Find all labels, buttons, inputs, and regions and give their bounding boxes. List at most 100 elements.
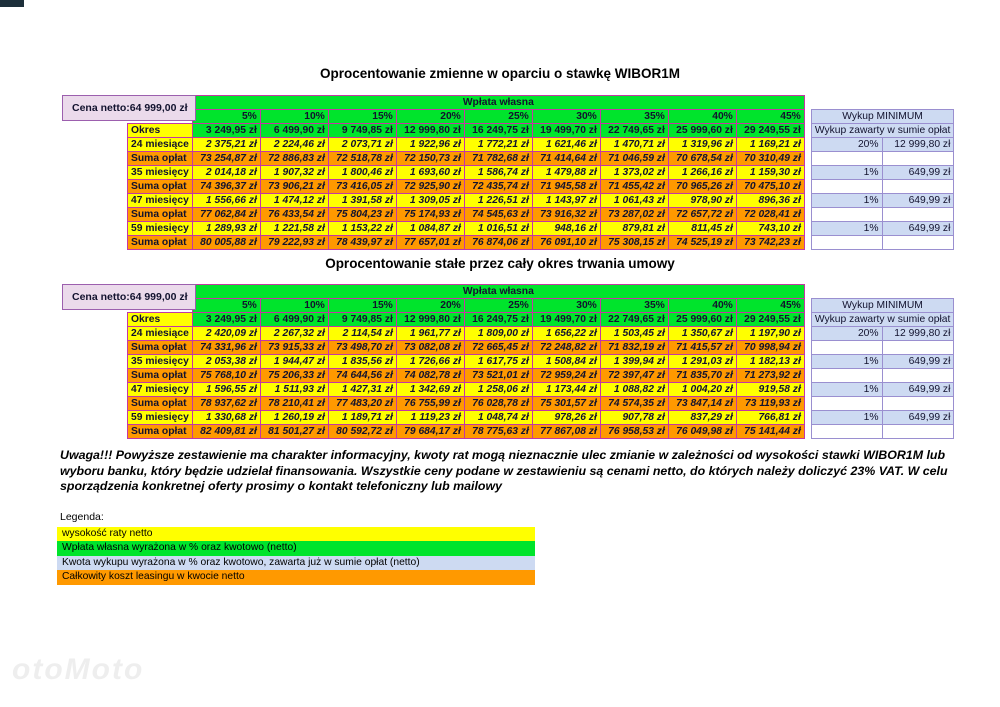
wykup-empty-cell: [881, 235, 955, 250]
total-cost-cell: 71 046,59 zł: [599, 151, 669, 166]
percent-header-cell: 40%: [667, 109, 737, 124]
cena-netto-value: 64 999,00 zł: [129, 102, 188, 114]
wplata-wlasna-header: Wpłata własna: [191, 95, 805, 110]
installment-cell: 1 143,97 zł: [531, 193, 601, 208]
downpayment-amount-cell: 16 249,75 zł: [463, 312, 533, 327]
percent-header-cell: 35%: [599, 109, 669, 124]
total-cost-cell: 74 082,78 zł: [395, 368, 465, 383]
total-cost-cell: 75 308,15 zł: [599, 235, 669, 250]
total-cost-cell: 78 210,41 zł: [259, 396, 329, 411]
percent-header-cell: 45%: [735, 109, 805, 124]
percent-header-cell: 20%: [395, 298, 465, 313]
total-cost-cell: 71 415,57 zł: [667, 340, 737, 355]
wykup-percent-cell: 1%: [810, 165, 883, 180]
installment-cell: 1 617,75 zł: [463, 354, 533, 369]
wykup-empty-cell: [881, 340, 955, 355]
installment-cell: 1 961,77 zł: [395, 326, 465, 341]
total-cost-cell: 78 775,63 zł: [463, 424, 533, 439]
wykup-empty-cell: [881, 151, 955, 166]
rate-table-fixed: Wpłata własna 5% 10% 15% 20% 25% 30% 35% 40% 45% W…: [127, 284, 955, 439]
installment-cell: 1 004,20 zł: [667, 382, 737, 397]
installment-cell: 1 907,32 zł: [259, 165, 329, 180]
installment-cell: 1 726,66 zł: [395, 354, 465, 369]
suma-row-label: Suma opłat: [127, 151, 193, 166]
total-cost-cell: 71 782,68 zł: [463, 151, 533, 166]
installment-cell: 2 375,21 zł: [191, 137, 261, 152]
empty-cell: [811, 284, 954, 299]
total-cost-cell: 71 273,92 zł: [735, 368, 805, 383]
installment-cell: 1 159,30 zł: [735, 165, 805, 180]
wykup-empty-cell: [810, 207, 883, 222]
total-cost-cell: 72 150,73 zł: [395, 151, 465, 166]
table-title-fixed-rate: Oprocentowanie stałe przez cały okres tr…: [325, 256, 675, 271]
total-cost-cell: 73 742,23 zł: [735, 235, 805, 250]
percent-header-cell: 35%: [599, 298, 669, 313]
installment-cell: 1 427,31 zł: [327, 382, 397, 397]
installment-cell: 766,81 zł: [735, 410, 805, 425]
wykup-amount-cell: 649,99 zł: [881, 410, 955, 425]
percent-header-cell: 25%: [463, 298, 533, 313]
total-cost-cell: 75 804,23 zł: [327, 207, 397, 222]
disclaimer-note: Uwaga!!! Powyższe zestawienie ma charakt…: [60, 448, 948, 494]
downpayment-amount-cell: 6 499,90 zł: [259, 123, 329, 138]
wykup-note-cell: Wykup zawarty w sumie opłat: [810, 123, 955, 138]
downpayment-amount-cell: 25 999,60 zł: [667, 312, 737, 327]
installment-cell: 1 800,46 zł: [327, 165, 397, 180]
total-cost-cell: 72 028,41 zł: [735, 207, 805, 222]
total-cost-cell: 77 483,20 zł: [327, 396, 397, 411]
total-cost-cell: 73 498,70 zł: [327, 340, 397, 355]
wykup-percent-cell: 1%: [810, 410, 883, 425]
wykup-amount-cell: 12 999,80 zł: [881, 137, 955, 152]
percent-header-cell: 20%: [395, 109, 465, 124]
total-cost-cell: 77 657,01 zł: [395, 235, 465, 250]
spacer: [804, 354, 812, 369]
downpayment-amount-cell: 22 749,65 zł: [599, 312, 669, 327]
wykup-amount-cell: 649,99 zł: [881, 193, 955, 208]
downpayment-amount-cell: 6 499,90 zł: [259, 312, 329, 327]
total-cost-cell: 72 665,45 zł: [463, 340, 533, 355]
total-cost-cell: 76 091,10 zł: [531, 235, 601, 250]
downpayment-amount-cell: 29 249,55 zł: [735, 123, 805, 138]
total-cost-cell: 70 998,94 zł: [735, 340, 805, 355]
total-cost-cell: 79 684,17 zł: [395, 424, 465, 439]
installment-cell: 1 266,16 zł: [667, 165, 737, 180]
spacer: [804, 123, 812, 138]
suma-row-label: Suma opłat: [127, 340, 193, 355]
downpayment-amount-cell: 22 749,65 zł: [599, 123, 669, 138]
installment-cell: 1 088,82 zł: [599, 382, 669, 397]
installment-cell: 1 474,12 zł: [259, 193, 329, 208]
installment-cell: 1 291,03 zł: [667, 354, 737, 369]
scan-artifact: [0, 0, 24, 7]
installment-cell: 1 693,60 zł: [395, 165, 465, 180]
wykup-empty-cell: [810, 340, 883, 355]
installment-cell: 1 169,21 zł: [735, 137, 805, 152]
installment-cell: 1 289,93 zł: [191, 221, 261, 236]
percent-header-cell: 40%: [667, 298, 737, 313]
wykup-amount-cell: 649,99 zł: [881, 382, 955, 397]
installment-cell: 1 391,58 zł: [327, 193, 397, 208]
installment-cell: 1 342,69 zł: [395, 382, 465, 397]
period-row-label: 47 miesięcy: [127, 193, 193, 208]
installment-cell: 1 470,71 zł: [599, 137, 669, 152]
total-cost-cell: 80 592,72 zł: [327, 424, 397, 439]
installment-cell: 1 479,88 zł: [531, 165, 601, 180]
percent-header-cell: 5%: [191, 109, 261, 124]
spacer: [804, 340, 812, 355]
wplata-wlasna-header: Wpłata własna: [191, 284, 805, 299]
total-cost-cell: 75 206,33 zł: [259, 368, 329, 383]
wykup-amount-cell: 649,99 zł: [881, 221, 955, 236]
total-cost-cell: 73 082,08 zł: [395, 340, 465, 355]
okres-row-label: Okres: [127, 312, 193, 327]
total-cost-cell: 81 501,27 zł: [259, 424, 329, 439]
wykup-empty-cell: [810, 368, 883, 383]
total-cost-cell: 75 141,44 zł: [735, 424, 805, 439]
wykup-amount-cell: 12 999,80 zł: [881, 326, 955, 341]
installment-cell: 1 182,13 zł: [735, 354, 805, 369]
installment-cell: 2 224,46 zł: [259, 137, 329, 152]
spacer: [804, 382, 812, 397]
installment-cell: 2 073,71 zł: [327, 137, 397, 152]
period-row-label: 47 miesięcy: [127, 382, 193, 397]
table-title-variable-rate: Oprocentowanie zmienne w oparciu o stawk…: [319, 66, 681, 81]
installment-cell: 1 503,45 zł: [599, 326, 669, 341]
